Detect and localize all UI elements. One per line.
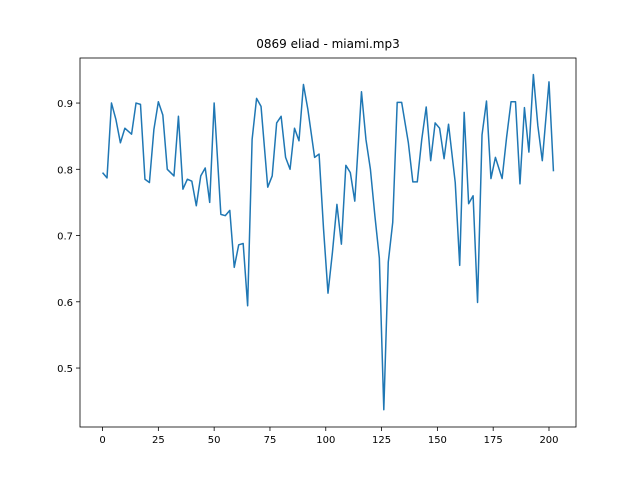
x-tick-label: 50 — [208, 435, 221, 446]
chart-title: 0869 eliad - miami.mp3 — [256, 37, 400, 51]
x-tick-label: 100 — [316, 435, 335, 446]
y-tick-label: 0.6 — [57, 298, 73, 309]
x-tick-label: 25 — [152, 435, 165, 446]
x-tick-label: 0 — [99, 435, 105, 446]
line — [101, 73, 555, 411]
x-tick-label: 125 — [372, 435, 391, 446]
y-tick-label: 0.5 — [57, 364, 73, 375]
x-tick-label: 75 — [264, 435, 277, 446]
plot-frame — [79, 57, 577, 428]
x-tick-label: 200 — [539, 435, 558, 446]
x-tick-label: 150 — [428, 435, 447, 446]
x-tick-label: 175 — [484, 435, 503, 446]
y-tick-label: 0.8 — [57, 165, 73, 176]
y-tick-label: 0.7 — [57, 232, 73, 243]
y-tick-label: 0.9 — [57, 99, 73, 110]
